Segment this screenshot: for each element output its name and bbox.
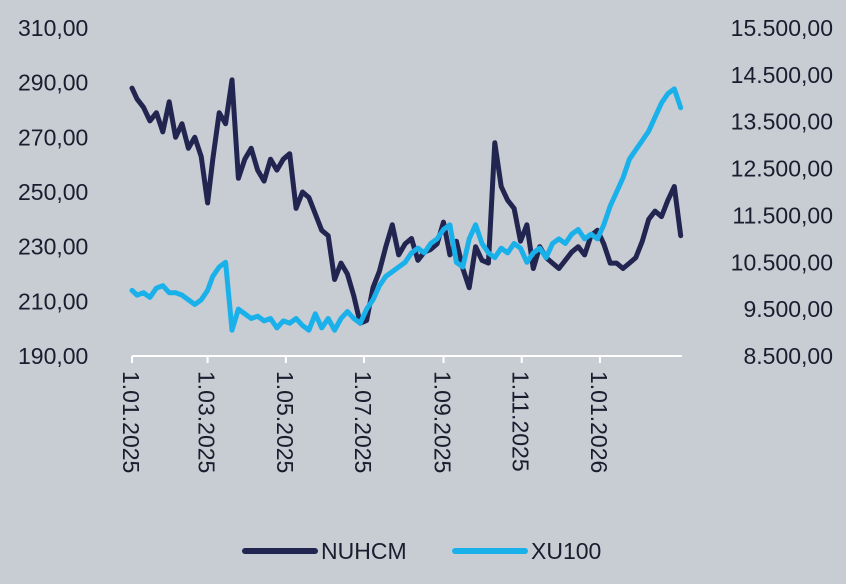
right-axis-tick-label: 8.500,00	[743, 343, 833, 369]
x-axis-tick-label: 1.03.2025	[194, 371, 220, 473]
left-axis-tick-labels: 190,00 210,00 230,00 250,00 270,00 290,00 310,…	[18, 15, 88, 369]
x-axis-ticks	[131, 356, 601, 363]
series-lines	[129, 77, 684, 333]
right-axis-tick-label: 13.500,00	[731, 109, 833, 135]
right-axis-tick-label: 10.500,00	[731, 249, 833, 275]
x-axis-tick-label: 1.11.2025	[508, 371, 534, 472]
x-axis-tick-label: 1.09.2025	[430, 371, 456, 473]
right-axis-tick-label: 12.500,00	[731, 156, 833, 182]
right-axis-tick-labels: 8.500,00 9.500,00 10.500,00 11.500,00 12.500…	[731, 15, 833, 369]
left-axis-tick-label: 310,00	[18, 15, 88, 41]
x-axis-tick-labels: 1.01.2025 1.03.2025 1.05.2025 1.07.2025 1.09…	[118, 371, 612, 473]
series-line-nuhcm	[129, 77, 684, 326]
legend-label: NUHCM	[321, 538, 407, 564]
right-axis-tick-label: 15.500,00	[731, 15, 833, 41]
x-axis-tick-label: 1.01.2025	[118, 371, 144, 473]
left-axis-tick-label: 210,00	[18, 288, 88, 314]
legend: NUHCM XU100	[242, 538, 601, 564]
series-line-xu100	[129, 86, 684, 333]
x-axis-tick-label: 1.01.2026	[586, 371, 612, 473]
right-axis-tick-label: 9.500,00	[743, 296, 833, 322]
left-axis-tick-label: 270,00	[18, 124, 88, 150]
legend-label: XU100	[531, 538, 601, 564]
left-axis-tick-label: 230,00	[18, 234, 88, 260]
x-axis-tick-label: 1.05.2025	[272, 371, 298, 473]
right-axis-tick-label: 14.500,00	[731, 62, 833, 88]
x-axis-tick-label: 1.07.2025	[350, 371, 376, 473]
left-axis-tick-label: 250,00	[18, 179, 88, 205]
left-axis-tick-label: 290,00	[18, 70, 88, 96]
left-axis-tick-label: 190,00	[18, 343, 88, 369]
right-axis-tick-label: 11.500,00	[732, 202, 833, 228]
